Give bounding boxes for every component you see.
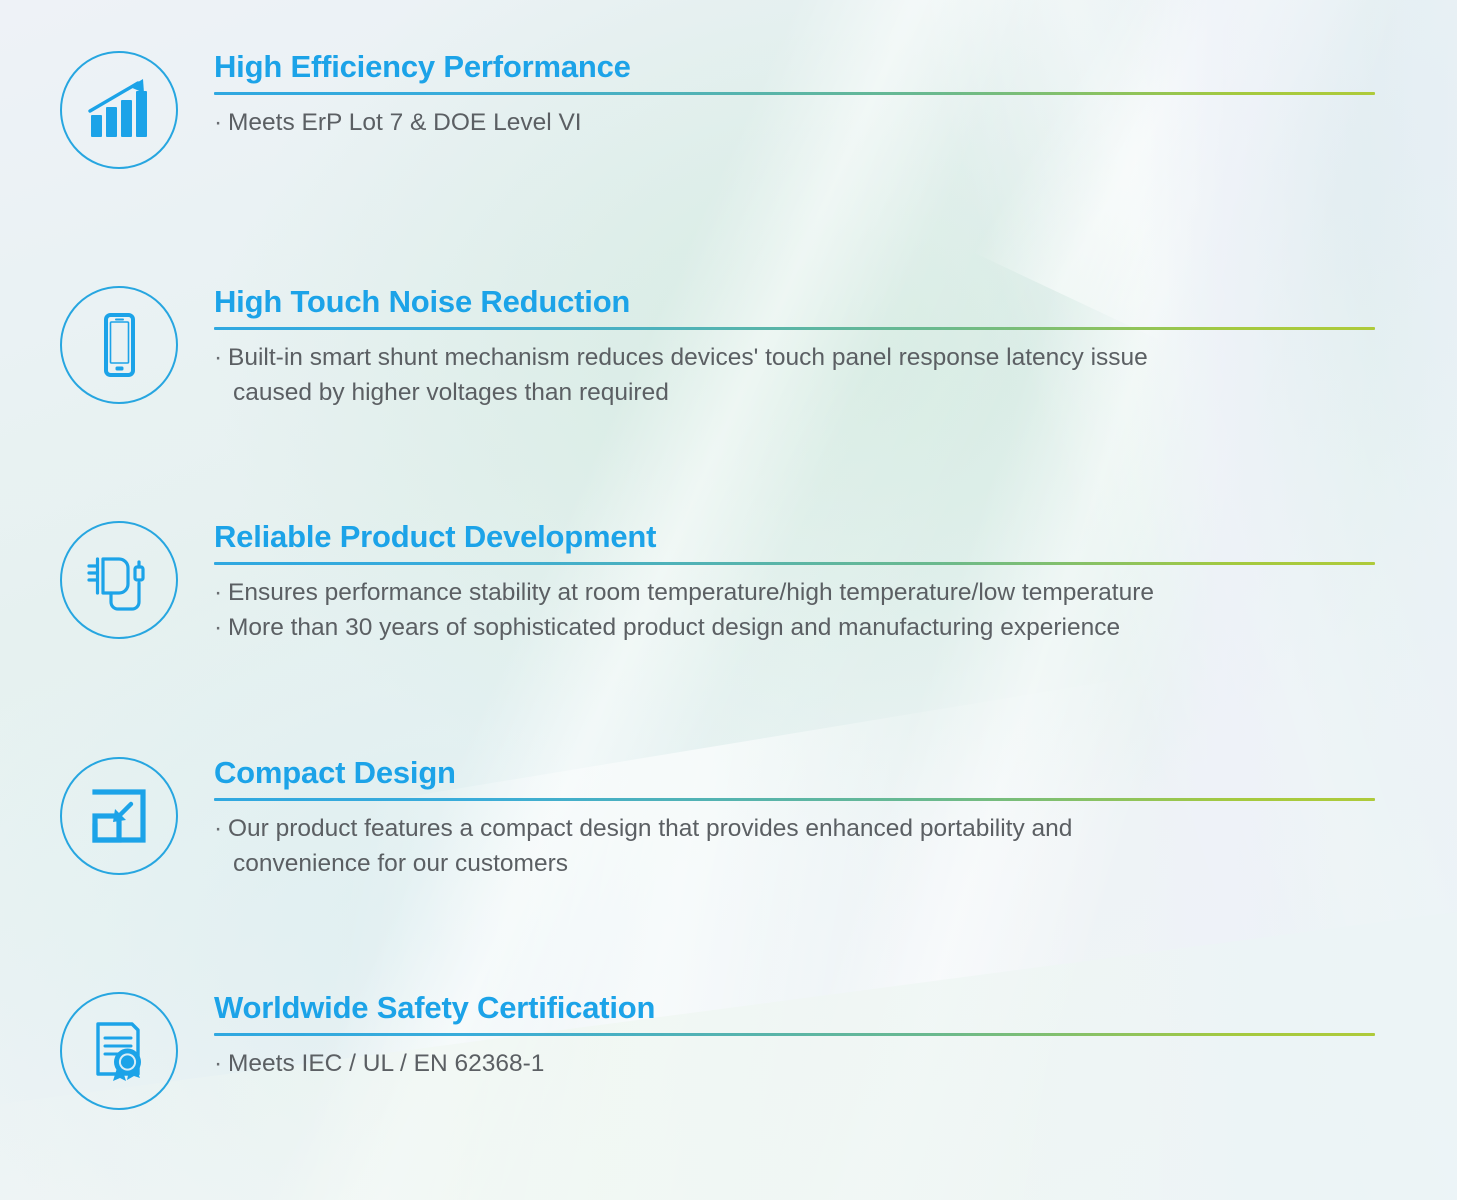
bullet-line-continued: convenience for our customers — [233, 849, 568, 877]
bullet-text: Built-in smart shunt mechanism reduces d… — [228, 343, 1148, 371]
bullet-line: · More than 30 years of sophisticated pro… — [214, 610, 1377, 645]
bullet-marker: · — [214, 108, 223, 136]
bullet-line: · Built-in smart shunt mechanism reduces … — [214, 340, 1377, 375]
bullet-line-continued: caused by higher voltages than required — [233, 378, 669, 406]
bullet-marker: · — [214, 1049, 223, 1077]
feature-bullets: · Meets IEC / UL / EN 62368-1 — [214, 1046, 1377, 1081]
bullet-text: Meets IEC / UL / EN 62368-1 — [228, 1049, 545, 1077]
compact-resize-icon — [60, 757, 178, 875]
bullet-line: · Our product features a compact design t… — [214, 811, 1377, 846]
feature-bullets: · Our product features a compact design t… — [214, 811, 1377, 882]
feature-content: High Efficiency Performance · Meets ErP L… — [214, 50, 1377, 140]
bullet-marker: · — [214, 578, 223, 606]
feature-divider — [214, 798, 1375, 801]
bullet-text: Ensures performance stability at room te… — [228, 578, 1154, 606]
power-adapter-icon — [60, 521, 178, 639]
feature-bullets: · Ensures performance stability at room t… — [214, 575, 1377, 646]
feature-title: High Touch Noise Reduction — [214, 284, 631, 319]
feature-divider — [214, 1033, 1375, 1036]
feature-bullets: · Built-in smart shunt mechanism reduces … — [214, 340, 1377, 411]
bullet-marker: · — [214, 613, 223, 641]
bullet-text: More than 30 years of sophisticated prod… — [228, 613, 1121, 641]
feature-content: Worldwide Safety Certification · Meets IE… — [214, 991, 1377, 1081]
feature-title: Reliable Product Development — [214, 519, 657, 554]
feature-content: Compact Design · Our product features a c… — [214, 756, 1377, 881]
bullet-marker: · — [214, 343, 223, 371]
smartphone-icon — [60, 286, 178, 404]
feature-icon-wrapper — [59, 756, 179, 876]
feature-icon-wrapper — [59, 50, 179, 170]
certificate-award-icon — [60, 992, 178, 1110]
feature-title: High Efficiency Performance — [214, 49, 631, 84]
bullet-text: Meets ErP Lot 7 & DOE Level VI — [228, 108, 582, 136]
feature-divider — [214, 562, 1375, 565]
feature-icon-wrapper — [59, 285, 179, 405]
feature-content: High Touch Noise Reduction · Built-in sma… — [214, 285, 1377, 410]
feature-content: Reliable Product Development · Ensures pe… — [214, 520, 1377, 645]
feature-title: Compact Design — [214, 755, 456, 790]
feature-divider — [214, 327, 1375, 330]
feature-divider — [214, 92, 1375, 95]
bar-chart-growth-icon — [60, 51, 178, 169]
bullet-text: Our product features a compact design th… — [228, 814, 1073, 842]
feature-bullets: · Meets ErP Lot 7 & DOE Level VI — [214, 105, 1377, 140]
bullet-marker: · — [214, 814, 223, 842]
bullet-line: · Meets IEC / UL / EN 62368-1 — [214, 1046, 1377, 1081]
feature-title: Worldwide Safety Certification — [214, 990, 656, 1025]
feature-icon-wrapper — [59, 520, 179, 640]
feature-icon-wrapper — [59, 991, 179, 1111]
bullet-line: · Ensures performance stability at room t… — [214, 575, 1377, 610]
bullet-line: · Meets ErP Lot 7 & DOE Level VI — [214, 105, 1377, 140]
